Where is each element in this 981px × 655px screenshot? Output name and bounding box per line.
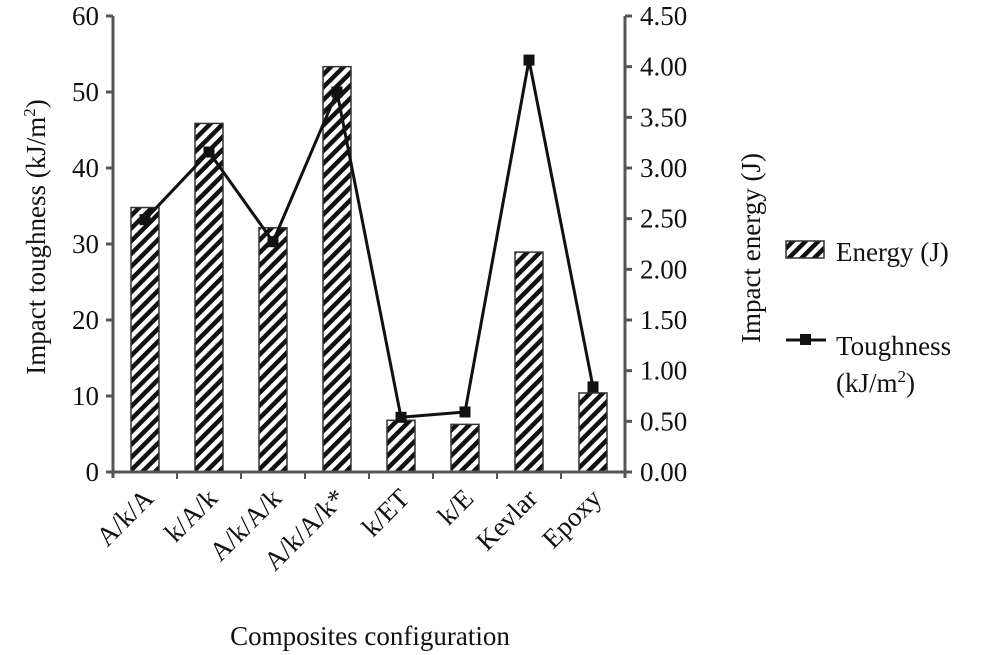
right-tick-label: 4.50 [640,1,687,31]
toughness-marker [139,214,151,226]
toughness-marker [523,54,535,66]
category-label: k/ET [356,483,416,543]
x-axis: A/k/A k/A/kA/k/A/kA/k/A/k* k/ET k/EKevlarEp… [90,470,630,576]
left-tick-label: 10 [72,381,99,411]
toughness-polyline [143,59,595,419]
right-tick-label: 1.00 [640,356,687,386]
legend-label-energy: Energy (J) [836,237,949,267]
toughness-marker [267,236,279,248]
right-tick-label: 2.00 [640,254,687,284]
energy-bar [130,206,160,473]
right-tick-label: 4.00 [640,52,687,82]
legend-label-toughness: Toughness [836,331,951,361]
left-tick-label: 20 [72,305,99,335]
toughness-marker [459,406,471,418]
x-axis-title: Composites configuration [230,621,510,651]
right-tick-label: 3.50 [640,102,687,132]
left-tick-label: 60 [72,1,99,31]
right-tick-label: 2.50 [640,204,687,234]
right-axis: 0.00 0.50 1.00 1.50 2.00 2.50 3.00 3.50 4.00 4.50 [623,1,687,487]
energy-bars [130,65,608,473]
right-tick-label: 0.00 [640,457,687,487]
left-axis: 0 10 20 30 40 50 60 [72,1,115,487]
energy-bar [450,423,480,473]
left-tick-label: 0 [86,457,100,487]
energy-bar [322,65,352,473]
toughness-marker [331,86,343,98]
left-tick-label: 30 [72,229,99,259]
energy-bar [194,122,224,473]
hatch-swatch-icon [785,240,825,259]
category-label: k/E [432,483,480,531]
left-tick-label: 40 [72,153,99,183]
line-marker-icon [786,334,826,345]
energy-bar [578,392,608,473]
right-tick-label: 0.50 [640,406,687,436]
left-axis-title: Impact toughness (kJ/m2) [20,99,51,374]
category-label: Kevlar [470,483,543,556]
legend-item-toughness: Toughness (kJ/m2) [786,331,951,398]
energy-bar [258,227,288,473]
legend-item-energy: Energy (J) [785,237,949,267]
toughness-line [139,54,599,423]
right-tick-label: 1.50 [640,305,687,335]
toughness-marker [203,146,215,158]
left-tick-label: 50 [72,77,99,107]
toughness-marker [395,411,407,423]
legend: Energy (J) Toughness (kJ/m2) [785,237,951,398]
right-axis-title: Impact energy (J) [736,153,766,343]
legend-label-toughness-unit: (kJ/m2) [836,367,915,398]
category-label: A/k/A [90,483,159,552]
right-tick-label: 3.00 [640,153,687,183]
energy-bar [386,419,416,473]
energy-bar [514,251,544,473]
toughness-marker [587,381,599,393]
category-label: Epoxy [536,483,607,554]
